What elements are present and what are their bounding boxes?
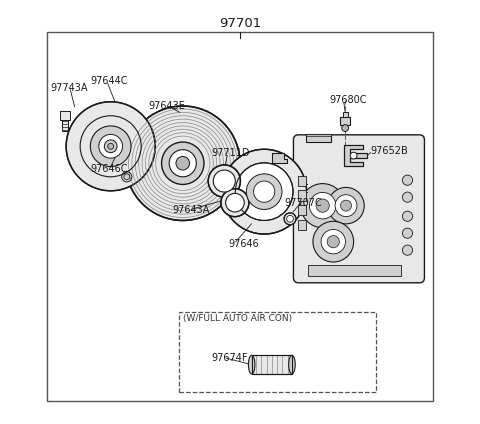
Circle shape (162, 142, 204, 184)
Circle shape (221, 189, 249, 217)
Bar (298, 205, 306, 215)
Bar (306, 134, 331, 136)
Circle shape (226, 193, 244, 212)
Circle shape (99, 134, 122, 158)
Circle shape (340, 200, 351, 211)
Circle shape (316, 199, 329, 212)
Circle shape (108, 143, 114, 149)
Circle shape (124, 174, 130, 180)
Text: 97680C: 97680C (329, 95, 367, 106)
Text: 97743A: 97743A (50, 83, 87, 93)
Bar (340, 117, 350, 125)
Circle shape (287, 215, 293, 222)
Text: 97643E: 97643E (149, 101, 186, 111)
Circle shape (335, 195, 357, 217)
Circle shape (402, 211, 413, 221)
Circle shape (321, 229, 346, 254)
Circle shape (402, 228, 413, 238)
Circle shape (208, 165, 240, 197)
Circle shape (350, 152, 357, 159)
Circle shape (235, 163, 293, 220)
Text: 97643A: 97643A (172, 205, 210, 215)
Circle shape (310, 192, 336, 219)
Circle shape (300, 184, 345, 228)
Circle shape (328, 187, 364, 224)
Bar (47, 32, 433, 401)
Bar (308, 265, 401, 276)
Bar (306, 134, 331, 142)
Bar (62, 120, 68, 131)
Circle shape (90, 126, 131, 167)
Circle shape (402, 192, 413, 202)
Text: 97701: 97701 (219, 17, 261, 30)
Bar (298, 176, 306, 186)
Text: 97652B: 97652B (370, 146, 408, 156)
Circle shape (313, 221, 354, 262)
Text: 97644C: 97644C (90, 76, 128, 86)
Text: 97646C: 97646C (91, 164, 128, 174)
Circle shape (213, 170, 235, 192)
Text: (W/FULL AUTO AIR CON): (W/FULL AUTO AIR CON) (183, 314, 292, 324)
Bar (298, 190, 306, 201)
Text: 97646: 97646 (228, 239, 259, 249)
Bar (252, 355, 292, 374)
Circle shape (284, 213, 296, 225)
Text: 97674F: 97674F (211, 353, 248, 363)
Bar (252, 355, 292, 374)
Ellipse shape (288, 355, 295, 374)
Text: 97711D: 97711D (211, 148, 250, 159)
Bar (298, 220, 306, 230)
Circle shape (402, 175, 413, 185)
Circle shape (169, 150, 196, 177)
Text: 97707C: 97707C (285, 198, 322, 208)
Circle shape (104, 140, 117, 153)
Circle shape (66, 102, 155, 191)
Bar (343, 112, 348, 117)
Circle shape (327, 236, 339, 248)
Circle shape (402, 245, 413, 255)
Polygon shape (272, 153, 287, 163)
Circle shape (125, 106, 240, 220)
Bar (60, 111, 70, 120)
Circle shape (222, 149, 307, 234)
Circle shape (246, 174, 282, 209)
Circle shape (176, 156, 190, 170)
Ellipse shape (248, 355, 255, 374)
Circle shape (253, 181, 275, 202)
FancyBboxPatch shape (293, 135, 424, 283)
Polygon shape (344, 145, 367, 166)
Circle shape (342, 125, 348, 131)
Bar (179, 312, 376, 392)
